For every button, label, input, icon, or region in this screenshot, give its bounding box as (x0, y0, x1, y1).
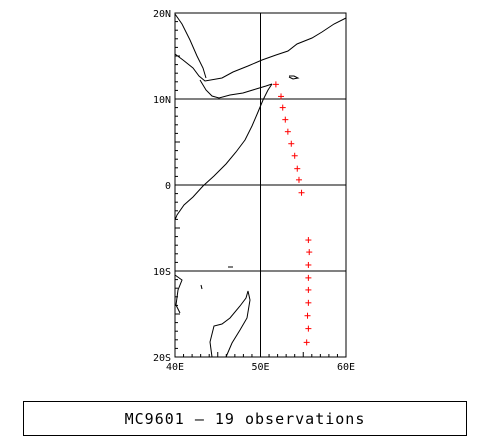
lon-label: 50E (251, 362, 269, 373)
lat-label: 20S (153, 353, 171, 364)
caption-box: MC9601 — 19 observations (23, 401, 467, 436)
lat-label: 0 (165, 181, 171, 192)
observation-marker (288, 140, 295, 147)
observation-marker (305, 261, 312, 268)
caption-text: MC9601 — 19 observations (124, 409, 366, 428)
observation-marker (298, 189, 305, 196)
observation-marker (278, 93, 285, 100)
coastline-segment (174, 17, 347, 82)
map-figure: 40E 50E 60E 20N 10N 0 10S 20S (153, 9, 355, 373)
observation-marker (272, 81, 279, 88)
lat-label: 20N (153, 9, 171, 20)
observation-marker (306, 249, 313, 256)
graticule-grid (175, 13, 346, 357)
observation-marker (303, 339, 310, 346)
coastline-segment (174, 83, 273, 221)
lon-label: 60E (337, 362, 355, 373)
latitude-labels: 20N 10N 0 10S 20S (153, 9, 171, 364)
map-frame (174, 12, 347, 358)
observation-marker (295, 176, 302, 183)
observation-marker (291, 152, 298, 159)
longitude-labels: 40E 50E 60E (166, 362, 355, 373)
coastline-segment (209, 290, 251, 358)
coastline-segment (174, 13, 207, 79)
observation-marker (305, 325, 312, 332)
coastline-segment (200, 284, 203, 290)
observation-marker (304, 312, 311, 319)
observation-marker (305, 299, 312, 306)
observation-marker (284, 128, 291, 135)
observation-marker (305, 274, 312, 281)
observation-marker (305, 286, 312, 293)
coastline-segment (288, 75, 300, 80)
coastline-segment (199, 79, 273, 99)
observation-marker (294, 165, 301, 172)
observation-marker (282, 116, 289, 123)
coastline (174, 13, 347, 358)
lat-label: 10N (153, 95, 171, 106)
observation-marker (305, 237, 312, 244)
lon-label: 40E (166, 362, 184, 373)
observation-marker (279, 104, 286, 111)
coastline-segment (174, 274, 183, 314)
observation-markers (272, 81, 313, 346)
lat-label: 10S (153, 267, 171, 278)
